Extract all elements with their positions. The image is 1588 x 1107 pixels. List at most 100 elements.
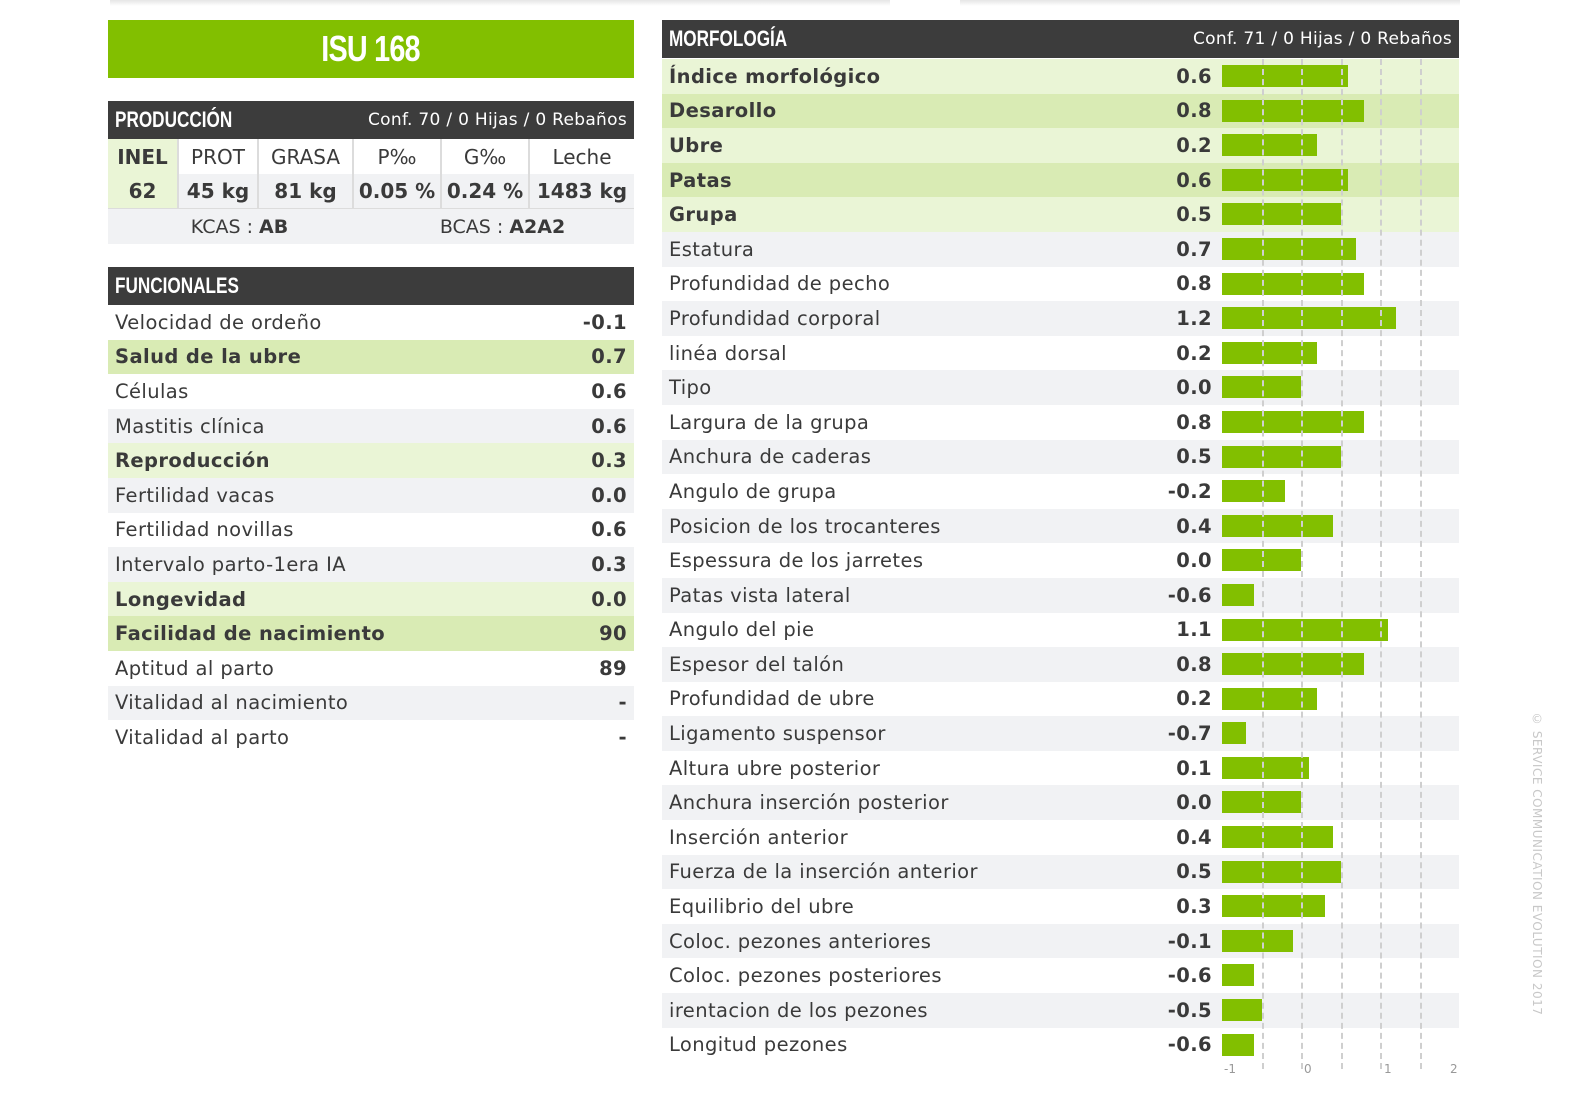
row-label: Tipo — [669, 376, 712, 400]
list-item: Longevidad 0.0 — [108, 581, 634, 617]
list-item: Fertilidad novillas 0.6 — [108, 513, 634, 548]
list-item: Mastitis clínica 0.6 — [108, 408, 634, 444]
bar — [1222, 653, 1365, 676]
data-label: -0.1 — [1167, 929, 1212, 953]
col-header: P‰ — [353, 139, 442, 174]
produccion-conf: Conf. 70 / 0 Hijas / 0 Rebaños — [368, 110, 627, 130]
chart-row: Angulo de grupa -0.2 — [662, 474, 1459, 509]
row-label: Fuerza de la inserción anterior — [669, 860, 978, 884]
data-label: 0.2 — [1176, 341, 1212, 365]
cell-value: 45 kg — [178, 174, 259, 210]
data-label: -0.6 — [1167, 964, 1212, 988]
row-label: Equilibrio del ubre — [669, 895, 855, 919]
col-header: Leche — [552, 144, 612, 169]
row-value: - — [618, 691, 627, 715]
row-label: Angulo del pie — [669, 618, 815, 642]
bull-title: ISU 168 — [108, 20, 634, 78]
row-label: Vitalidad al parto — [115, 725, 290, 749]
data-label: -0.6 — [1167, 583, 1212, 607]
casein-row: KCAS : AB BCAS : A2A2 — [108, 209, 634, 244]
chart-row: Espessura de los jarretes 0.0 — [662, 543, 1459, 578]
list-item: Vitalidad al nacimiento - — [108, 685, 634, 721]
bar — [1222, 618, 1388, 641]
row-value: 0.6 — [591, 414, 627, 438]
bcas-value: A2A2 — [509, 215, 566, 238]
row-label: Reproducción — [115, 449, 270, 473]
chart-row: Altura ubre posterior 0.1 — [662, 751, 1459, 786]
bar — [1222, 895, 1325, 918]
row-label: Índice morfológico — [669, 64, 881, 88]
chart-row: Anchura inserción posterior 0.0 — [662, 785, 1459, 821]
data-label: 0.1 — [1176, 756, 1212, 780]
data-label: 0.5 — [1176, 445, 1212, 469]
bar — [1222, 237, 1357, 260]
row-value: - — [618, 725, 627, 749]
list-item: Salud de la ubre 0.7 — [108, 339, 634, 375]
top-shadow — [960, 0, 1460, 6]
row-label: Coloc. pezones posteriores — [669, 964, 942, 988]
data-label: -0.2 — [1167, 479, 1212, 503]
row-label: Grupa — [669, 203, 738, 227]
data-label: 0.7 — [1176, 237, 1212, 261]
cell-value: 0.05 % — [353, 174, 442, 210]
chart-row: Profundidad de pecho 0.8 — [662, 267, 1459, 302]
bar — [1222, 687, 1317, 710]
chart-row: Profundidad de ubre 0.2 — [662, 682, 1459, 717]
bar — [1222, 964, 1254, 987]
morfologia-chart: Índice morfológico 0.6 Desarollo 0.8 Ubre 0.2… — [662, 59, 1459, 1062]
data-label: 0.6 — [1176, 64, 1212, 88]
chart-row: Patas vista lateral -0.6 — [662, 577, 1459, 613]
funcionales-header: FUNCIONALES — [108, 267, 634, 305]
data-label: 0.8 — [1176, 272, 1212, 296]
row-value: 89 — [599, 656, 627, 680]
kcas-label: KCAS : — [190, 215, 260, 238]
data-label: -0.7 — [1167, 722, 1212, 746]
chart-row: irentacion de los pezones -0.5 — [662, 993, 1459, 1028]
gridline — [1419, 59, 1422, 1069]
top-shadow — [110, 0, 890, 6]
row-label: Velocidad de ordeño — [115, 310, 322, 334]
data-label: 0.6 — [1176, 168, 1212, 192]
row-label: Fertilidad novillas — [115, 518, 294, 542]
section-title: FUNCIONALES — [115, 273, 239, 298]
row-label: Intervalo parto-1era IA — [115, 552, 346, 576]
row-label: Longitud pezones — [669, 1033, 848, 1057]
bcas: BCAS : A2A2 — [371, 216, 634, 238]
cell-value: 1483 kg — [529, 174, 634, 210]
section-title: MORFOLOGÍA — [669, 26, 788, 51]
row-label: Aptitud al parto — [115, 656, 275, 680]
row-label: Ligamento suspensor — [669, 722, 886, 746]
chart-row: Ligamento suspensor -0.7 — [662, 716, 1459, 751]
chart-row: Anchura de caderas 0.5 — [662, 439, 1459, 475]
chart-row: Grupa 0.5 — [662, 197, 1459, 232]
cell-value: 0.24 % — [441, 174, 530, 210]
bar — [1222, 445, 1341, 468]
bar — [1222, 514, 1333, 537]
chart-row: Longitud pezones -0.6 — [662, 1028, 1459, 1063]
row-label: Facilidad de nacimiento — [115, 622, 386, 646]
data-label: 0.4 — [1176, 825, 1212, 849]
bar — [1222, 722, 1246, 745]
data-label: 0.5 — [1176, 203, 1212, 227]
bar — [1222, 99, 1365, 122]
data-label: 0.8 — [1176, 99, 1212, 123]
row-value: 90 — [599, 622, 627, 646]
data-label: 0.4 — [1176, 514, 1212, 538]
chart-row: Coloc. pezones anteriores -0.1 — [662, 923, 1459, 959]
tick-label: 1 — [1384, 1062, 1392, 1076]
bull-name: ISU 168 — [321, 28, 421, 69]
chart-row: Equilibrio del ubre 0.3 — [662, 889, 1459, 924]
row-label: Espesor del talón — [669, 652, 845, 676]
row-value: 0.0 — [591, 483, 627, 507]
data-label: 0.2 — [1176, 133, 1212, 157]
chart-row: Estatura 0.7 — [662, 231, 1459, 267]
chart-row: Profundidad corporal 1.2 — [662, 301, 1459, 336]
gridline — [1380, 59, 1382, 1069]
chart-row: Coloc. pezones posteriores -0.6 — [662, 958, 1459, 993]
row-label: Estatura — [669, 237, 755, 261]
bar — [1222, 860, 1341, 883]
bar — [1222, 134, 1317, 157]
chart-row: Espesor del talón 0.8 — [662, 647, 1459, 682]
row-value: 0.7 — [591, 345, 627, 369]
funcionales-list: Velocidad de ordeño -0.1 Salud de la ubre 0… — [108, 305, 634, 755]
